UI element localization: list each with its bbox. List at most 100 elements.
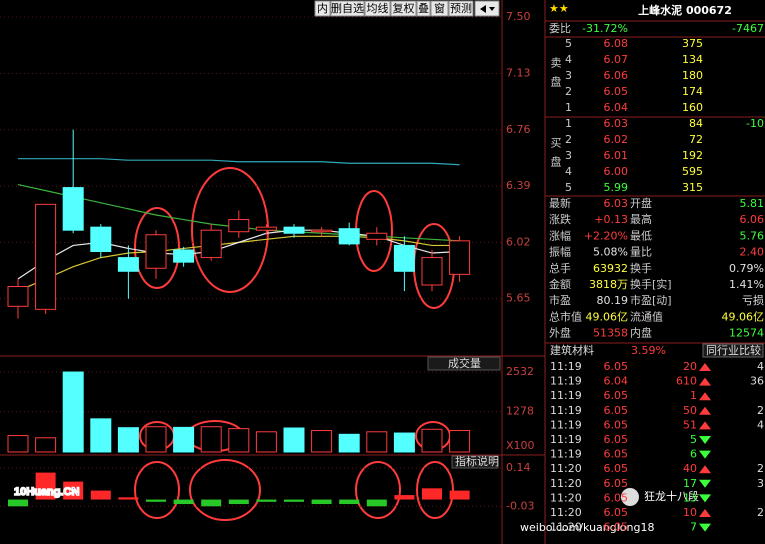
stat-value: 49.06亿 (722, 310, 765, 323)
sector-change: 3.59% (631, 344, 666, 357)
stat-value: +2.20% (584, 229, 628, 242)
candle-body (173, 249, 195, 263)
trade-arrow (699, 479, 711, 488)
trade-arrow (699, 523, 711, 532)
trade-time: 11:20 (550, 506, 582, 519)
compare-button[interactable] (702, 343, 764, 358)
level: 4 (565, 53, 572, 66)
candle-body (283, 226, 305, 234)
stat-value: 3818万 (589, 278, 628, 291)
circle (189, 459, 261, 521)
level: 3 (565, 69, 572, 82)
indicator-bar (90, 490, 111, 500)
level: 4 (565, 165, 572, 178)
price: 6.06 (604, 69, 629, 82)
volume: 160 (682, 101, 703, 114)
trade-time: 11:20 (550, 462, 582, 475)
price-tick-label: 7.13 (506, 66, 531, 79)
trade-volume: 1 (690, 389, 697, 402)
stat-label: 最低 (630, 229, 652, 242)
volume-bar (200, 426, 222, 453)
stat-label: 市盈[动] (630, 293, 672, 307)
candle-body (200, 229, 222, 259)
indicator-bar (339, 499, 360, 505)
volume-bar (35, 437, 57, 453)
toolbar-button (364, 0, 391, 17)
weibo-name: 狂龙十八段 (644, 489, 699, 503)
trade-time: 11:19 (550, 448, 582, 461)
toolbar-button (474, 0, 500, 17)
level: 2 (565, 85, 572, 98)
stat-value: 49.06亿 (586, 310, 629, 323)
volume: 375 (682, 37, 703, 50)
ma-line (18, 158, 460, 166)
volume-unit: X100 (506, 439, 535, 452)
trade-arrow (699, 406, 711, 415)
trade-arrow (699, 392, 711, 401)
stat-value: 80.19 (597, 294, 629, 307)
level: 2 (565, 133, 572, 146)
trade-time: 11:20 (550, 491, 582, 504)
price: 6.04 (604, 101, 629, 114)
toolbar-label: 删自选 (331, 2, 364, 15)
stat-label: 总手 (549, 261, 571, 275)
volume-bar (7, 435, 29, 453)
indicator-bar (449, 490, 470, 500)
price: 6.03 (604, 117, 629, 130)
candle-body (393, 244, 415, 272)
stat-value: 5.08% (593, 246, 628, 259)
trade-time: 11:19 (550, 375, 582, 388)
volume-bar (338, 433, 360, 453)
trade-arrow (699, 465, 711, 474)
stock-title: 上峰水泥 000672 (638, 3, 732, 17)
price: 6.07 (604, 53, 629, 66)
stat-label: 涨跌 (549, 212, 571, 226)
trade-extra: 36 (750, 375, 764, 388)
price: 6.02 (604, 133, 629, 146)
stat-label: 最新 (549, 196, 571, 210)
volume: 72 (689, 133, 703, 146)
trade-time: 11:20 (550, 521, 582, 534)
stat-value: +0.13 (594, 213, 628, 226)
watermark: 10Huang.CN (14, 486, 79, 498)
candle-body (449, 240, 471, 275)
volume-bar (117, 427, 139, 453)
indicator-tick-label: -0.03 (506, 499, 534, 512)
trade-arrow (699, 377, 711, 386)
trade-price: 6.05 (604, 462, 629, 475)
trade-volume: 40 (683, 462, 697, 475)
candle-body (62, 187, 84, 231)
stat-value: 2.40 (740, 246, 765, 259)
trade-extra: 3 (757, 477, 764, 490)
candle-body (228, 219, 250, 233)
toolbar-button (416, 0, 431, 17)
trade-time: 11:20 (550, 477, 582, 490)
volume-bar (145, 426, 167, 453)
trade-price: 6.05 (604, 433, 629, 446)
indicator-bar (63, 481, 84, 500)
candle-body (421, 257, 443, 286)
trade-volume: 10 (683, 506, 697, 519)
indicator-label-box (451, 455, 499, 469)
trade-price: 6.05 (604, 418, 629, 431)
weibo-url: weibo.com/kuanglong18 (520, 521, 654, 534)
price-tick-label: 6.02 (506, 235, 531, 248)
trade-price: 6.05 (604, 389, 629, 402)
volume-bar (421, 428, 443, 453)
trade-arrow (699, 436, 711, 444)
compare-label: 同行业比较 (706, 343, 761, 357)
indicator-bar (201, 499, 222, 507)
toolbar-label: 窗 (434, 1, 445, 15)
toolbar-label: 预测 (450, 2, 472, 15)
change: -10 (746, 117, 764, 130)
trade-time: 11:19 (550, 404, 582, 417)
indicator-bar (173, 499, 194, 505)
volume: 134 (682, 53, 703, 66)
stat-value: 6.06 (740, 213, 765, 226)
trade-extra: 2 (757, 506, 764, 519)
volume-bar (62, 371, 84, 453)
stat-value: 1.41% (729, 278, 764, 291)
indicator-bar (394, 495, 415, 500)
